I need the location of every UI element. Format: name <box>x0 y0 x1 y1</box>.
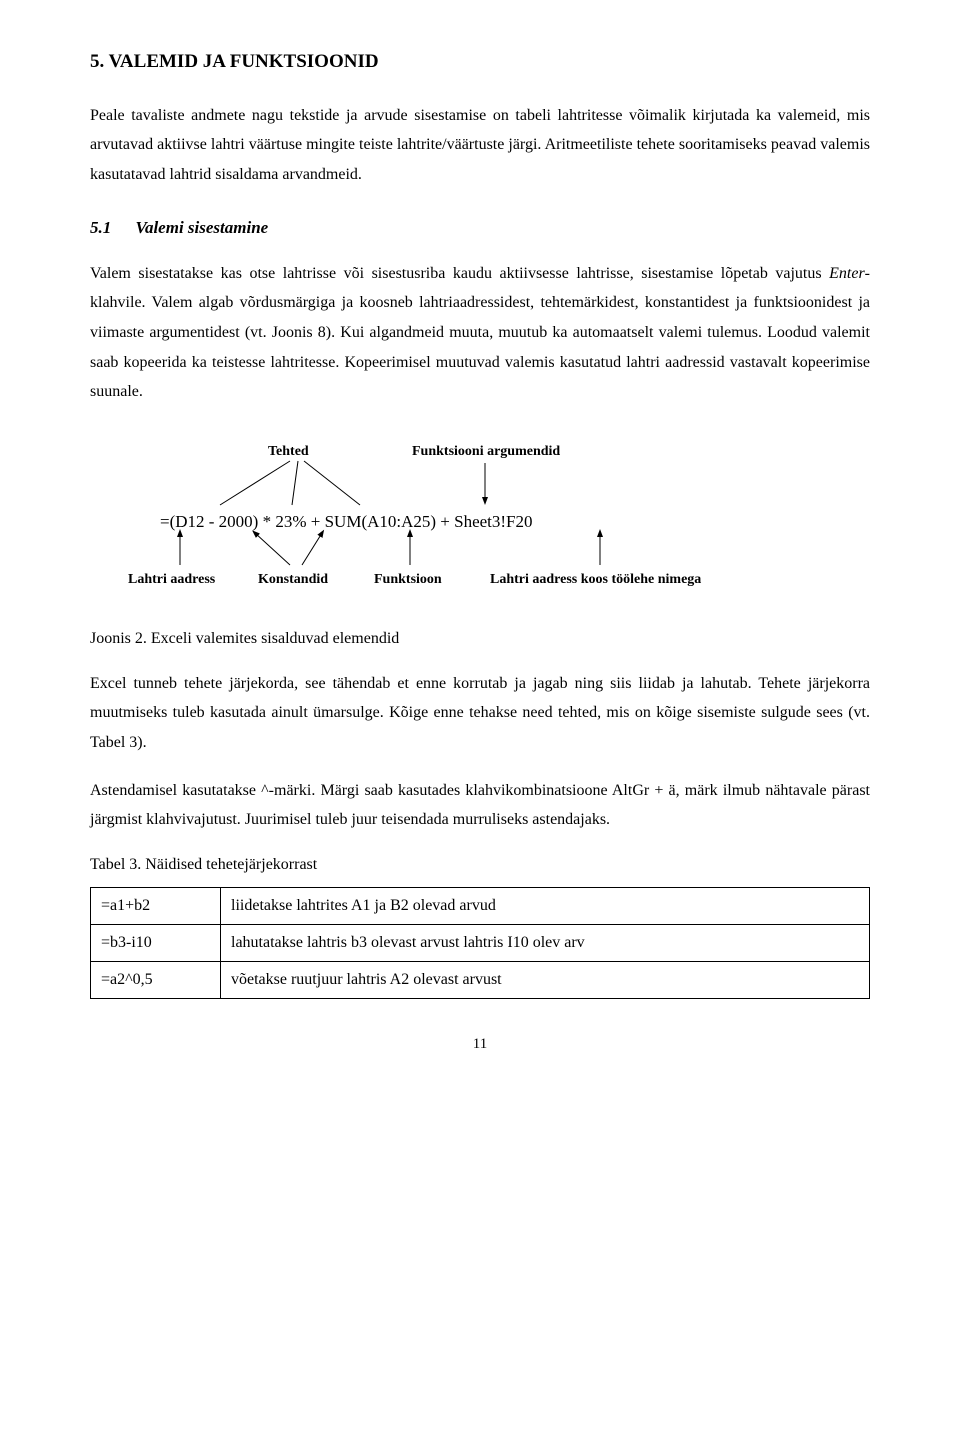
p2-part-b: -klahvile. Valem algab võrdusmärgiga ja … <box>90 265 870 400</box>
subheading-text: Valemi sisestamine <box>136 218 269 237</box>
formula-text: =(D12 - 2000) * 23% + SUM(A10:A25) + She… <box>160 509 533 535</box>
heading-valemid: 5. VALEMID JA FUNKTSIOONID <box>90 48 870 77</box>
table-row: =a2^0,5 võetakse ruutjuur lahtris A2 ole… <box>91 961 870 998</box>
tehetejarjekord-table: =a1+b2 liidetakse lahtrites A1 ja B2 ole… <box>90 887 870 999</box>
label-funktsioon: Funktsioon <box>374 569 442 590</box>
subheading-number: 5.1 <box>90 218 111 237</box>
subheading-valemi-sisestamine: 5.1 Valemi sisestamine <box>90 215 870 241</box>
label-lahtri-aadress: Lahtri aadress <box>128 569 215 590</box>
table-cell: liidetakse lahtrites A1 ja B2 olevad arv… <box>221 887 870 924</box>
table-caption: Tabel 3. Näidised tehetejärjekorrast <box>90 853 870 877</box>
astendamine-paragraph: Astendamisel kasutatakse ^-märki. Märgi … <box>90 776 870 835</box>
label-lahtri-aadress-toolehe: Lahtri aadress koos töölehe nimega <box>490 569 701 590</box>
tehete-jarjekord-paragraph: Excel tunneb tehete järjekorda, see tähe… <box>90 669 870 758</box>
page-number: 11 <box>90 1033 870 1056</box>
table-cell: võetakse ruutjuur lahtris A2 olevast arv… <box>221 961 870 998</box>
table-cell: =b3-i10 <box>91 924 221 961</box>
label-tehted: Tehted <box>268 441 309 462</box>
enter-keyword: Enter <box>829 265 865 282</box>
intro-paragraph: Peale tavaliste andmete nagu tekstide ja… <box>90 101 870 190</box>
table-cell: lahutatakse lahtris b3 olevast arvust la… <box>221 924 870 961</box>
table-row: =b3-i10 lahutatakse lahtris b3 olevast a… <box>91 924 870 961</box>
formula-diagram: Tehted Funktsiooni argumendid =(D12 - 20… <box>90 435 870 605</box>
label-funktsiooni-argumendid: Funktsiooni argumendid <box>412 441 560 462</box>
p2-part-a: Valem sisestatakse kas otse lahtrisse võ… <box>90 265 829 282</box>
label-konstandid: Konstandid <box>258 569 328 590</box>
valemi-sisestamine-paragraph: Valem sisestatakse kas otse lahtrisse võ… <box>90 259 870 407</box>
table-cell: =a2^0,5 <box>91 961 221 998</box>
figure-caption: Joonis 2. Exceli valemites sisalduvad el… <box>90 627 870 651</box>
table-cell: =a1+b2 <box>91 887 221 924</box>
table-row: =a1+b2 liidetakse lahtrites A1 ja B2 ole… <box>91 887 870 924</box>
